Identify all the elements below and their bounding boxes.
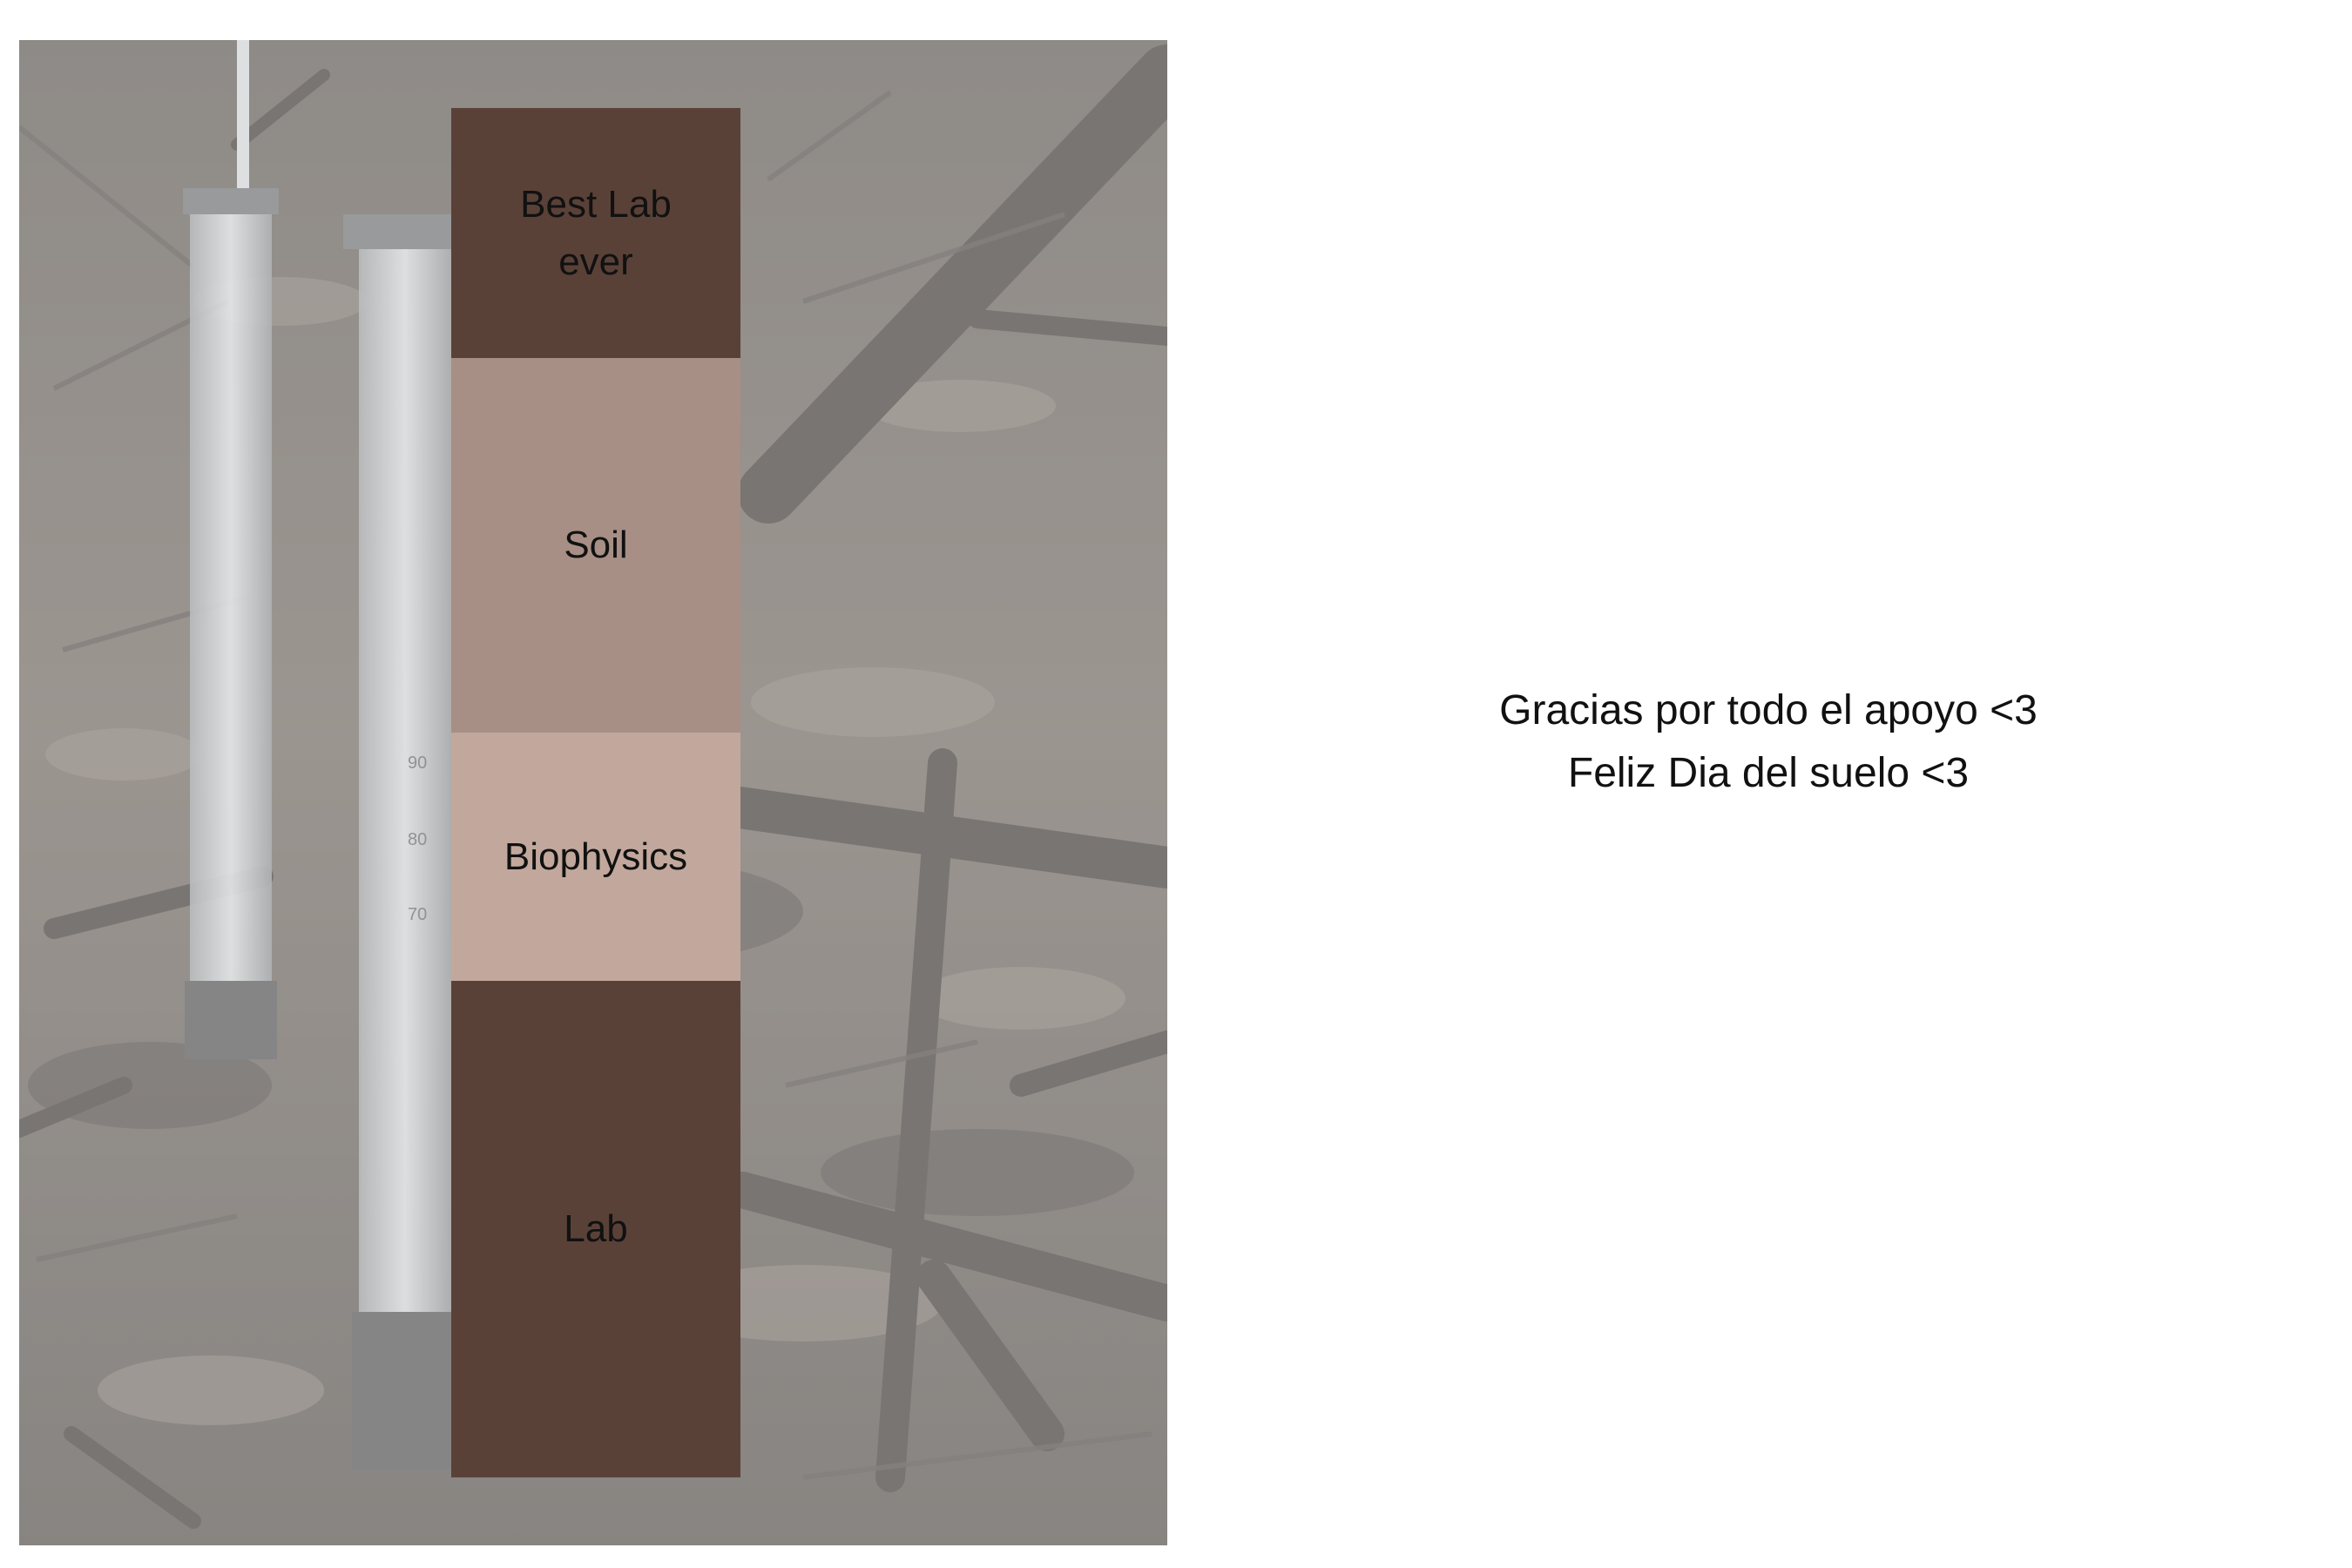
field-photo: 90 80 70 Best Lab ever Soil Biophysics L… [19,40,1167,1545]
cylinder-left [183,40,279,1059]
layer-label-biophysics: Biophysics [504,835,688,878]
profile-layer-lab: Lab [451,981,740,1477]
profile-layer-top: Best Lab ever [451,108,740,358]
svg-text:80: 80 [408,830,427,849]
greeting-message: Gracias por todo el apoyo <3 Feliz Dia d… [1359,679,2178,805]
profile-layer-biophysics: Biophysics [451,733,740,981]
greeting-line-1: Gracias por todo el apoyo <3 [1499,687,2038,733]
svg-text:70: 70 [408,905,427,924]
svg-text:90: 90 [408,754,427,773]
soil-profile-column: Best Lab ever Soil Biophysics Lab [451,108,740,1477]
layer-label-soil: Soil [564,524,628,566]
greeting-line-2: Feliz Dia del suelo <3 [1567,750,1970,796]
layer-label-best-lab: Best Lab ever [520,182,672,283]
layer-label-lab: Lab [564,1207,628,1250]
cylinder-right: 90 80 70 [343,214,456,1469]
profile-layer-soil: Soil [451,358,740,733]
